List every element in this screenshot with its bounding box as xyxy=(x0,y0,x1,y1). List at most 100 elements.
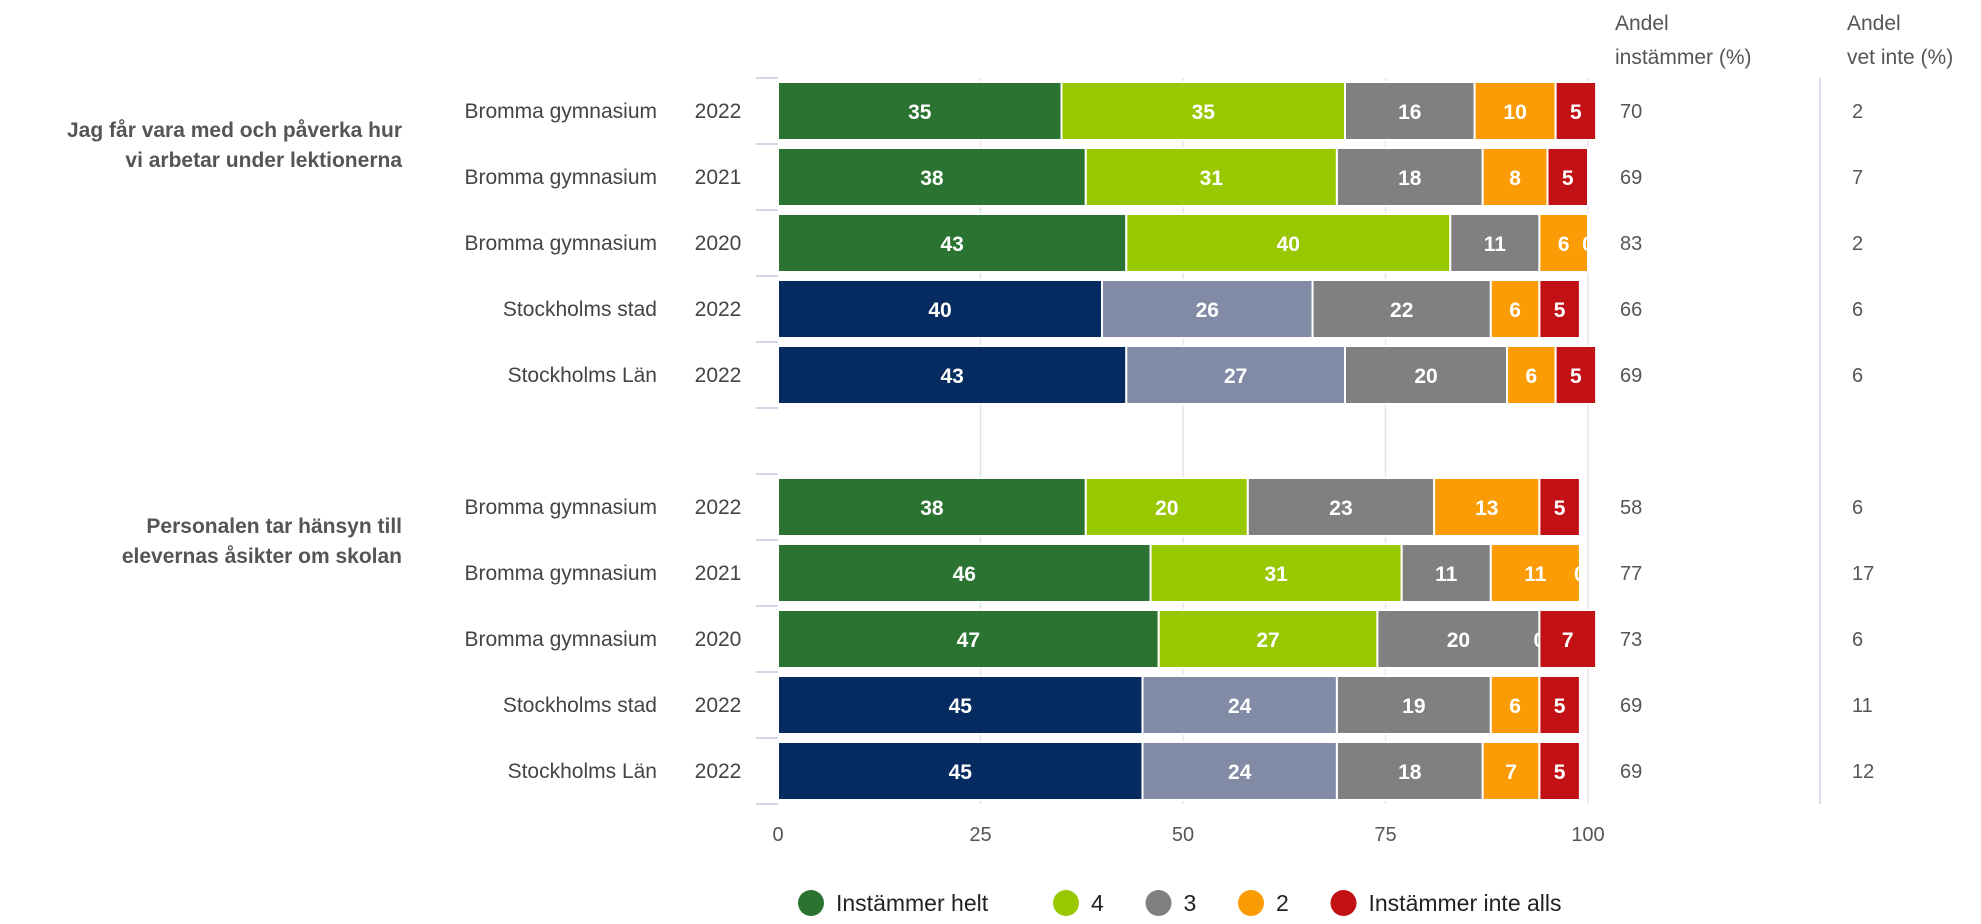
data-label: 11 xyxy=(1435,563,1458,586)
bar-segment xyxy=(1538,279,1581,339)
agree-value: 69 xyxy=(1620,167,1642,189)
row-name: Bromma gymnasium xyxy=(464,628,657,651)
data-label: 26 xyxy=(1196,299,1219,322)
legend-label: Instämmer helt xyxy=(836,890,989,916)
data-label: 47 xyxy=(957,629,980,652)
bar-segment xyxy=(1481,147,1549,207)
row-name: Bromma gymnasium xyxy=(464,496,657,519)
dont-know-header: Andel xyxy=(1847,12,1901,35)
data-label: 5 xyxy=(1554,497,1566,520)
bar-segment xyxy=(1335,147,1484,207)
bar-segment xyxy=(1335,741,1484,801)
data-label: 13 xyxy=(1475,497,1498,520)
row-year: 2022 xyxy=(695,364,742,387)
data-label: 6 xyxy=(1509,695,1521,718)
bar-segment xyxy=(1449,213,1541,273)
data-label: 11 xyxy=(1524,563,1547,586)
dont-know-value: 6 xyxy=(1852,497,1863,519)
agree-value: 69 xyxy=(1620,695,1642,717)
dont-know-value: 7 xyxy=(1852,167,1863,189)
bar-segment xyxy=(1344,81,1476,141)
bar-segment xyxy=(1084,147,1338,207)
row-year: 2021 xyxy=(695,166,742,189)
legend-label: 4 xyxy=(1091,890,1104,916)
data-label: 43 xyxy=(940,365,963,388)
bar-segment xyxy=(1489,543,1581,603)
row-year: 2022 xyxy=(695,694,742,717)
x-axis: 0 25 50 75 100 xyxy=(772,824,1604,846)
legend-label: Instämmer inte alls xyxy=(1369,890,1562,916)
bar-segment xyxy=(1554,345,1598,405)
data-label: 5 xyxy=(1554,695,1566,718)
bar-segment xyxy=(1084,477,1249,537)
row-ticks xyxy=(756,77,778,805)
row-name: Bromma gymnasium xyxy=(464,100,657,123)
agree-value: 69 xyxy=(1620,365,1642,387)
data-label: 38 xyxy=(920,497,944,520)
data-label: 5 xyxy=(1570,101,1582,124)
data-label: 20 xyxy=(1155,497,1178,520)
row-labels: Jag får vara med och påverka hur vi arbet… xyxy=(67,100,741,783)
bar-segment xyxy=(777,741,1144,801)
data-label: 6 xyxy=(1509,299,1521,322)
data-label: 16 xyxy=(1398,101,1421,124)
data-label: 35 xyxy=(1192,101,1216,124)
bar-segment xyxy=(1538,609,1598,669)
dont-know-value: 6 xyxy=(1852,365,1863,387)
data-label: 35 xyxy=(908,101,932,124)
row-name: Bromma gymnasium xyxy=(464,166,657,189)
agree-value: 73 xyxy=(1620,629,1642,651)
bar-segment xyxy=(1157,609,1379,669)
bar-segment xyxy=(1546,147,1589,207)
legend-label: 3 xyxy=(1184,890,1197,916)
row-year: 2021 xyxy=(695,562,742,585)
legend-swatch xyxy=(1145,890,1172,916)
bar-segment xyxy=(1376,609,1541,669)
bar-segment xyxy=(1433,477,1541,537)
row-name: Stockholms stad xyxy=(503,694,657,717)
row-name: Bromma gymnasium xyxy=(464,562,657,585)
bar-segment xyxy=(1125,213,1452,273)
row-name: Stockholms stad xyxy=(503,298,657,321)
agree-value: 70 xyxy=(1620,101,1642,123)
row-year: 2022 xyxy=(695,100,742,123)
bar-segment xyxy=(1060,81,1346,141)
row-name: Bromma gymnasium xyxy=(464,232,657,255)
dont-know-value: 2 xyxy=(1852,233,1863,255)
data-label: 23 xyxy=(1329,497,1352,520)
bar-segment xyxy=(777,147,1087,207)
group-label: Jag får vara med och påverka hur xyxy=(67,119,402,142)
bar-segment xyxy=(777,81,1063,141)
row-year: 2020 xyxy=(695,628,742,651)
data-label: 7 xyxy=(1505,761,1517,784)
data-label: 5 xyxy=(1554,761,1566,784)
bar-segment xyxy=(1141,741,1338,801)
bar-segment xyxy=(1538,675,1581,735)
data-label: 46 xyxy=(953,563,976,586)
row-year: 2022 xyxy=(695,496,742,519)
data-label: 40 xyxy=(928,299,951,322)
row-name: Stockholms Län xyxy=(508,760,657,783)
bar-segment xyxy=(1141,675,1338,735)
data-label: 8 xyxy=(1509,167,1521,190)
data-label: 24 xyxy=(1228,695,1252,718)
legend-swatch xyxy=(1053,890,1079,916)
data-label: 27 xyxy=(1224,365,1247,388)
bar-segment xyxy=(1554,81,1598,141)
group-label: vi arbetar under lektionerna xyxy=(125,149,402,172)
bar-segment xyxy=(1538,477,1581,537)
x-tick-label: 100 xyxy=(1571,824,1604,846)
row-year: 2020 xyxy=(695,232,742,255)
agree-value: 77 xyxy=(1620,563,1642,585)
dont-know-header: vet inte (%) xyxy=(1847,46,1953,69)
bar-segment xyxy=(1246,477,1436,537)
agree-value: 66 xyxy=(1620,299,1642,321)
x-tick-label: 25 xyxy=(969,824,991,846)
bar-segment xyxy=(1489,279,1541,339)
data-label: 6 xyxy=(1558,233,1570,256)
data-label: 7 xyxy=(1562,629,1574,652)
x-tick-label: 75 xyxy=(1374,824,1396,846)
dont-know-value: 11 xyxy=(1852,695,1873,717)
agree-header: Andel xyxy=(1615,12,1669,35)
